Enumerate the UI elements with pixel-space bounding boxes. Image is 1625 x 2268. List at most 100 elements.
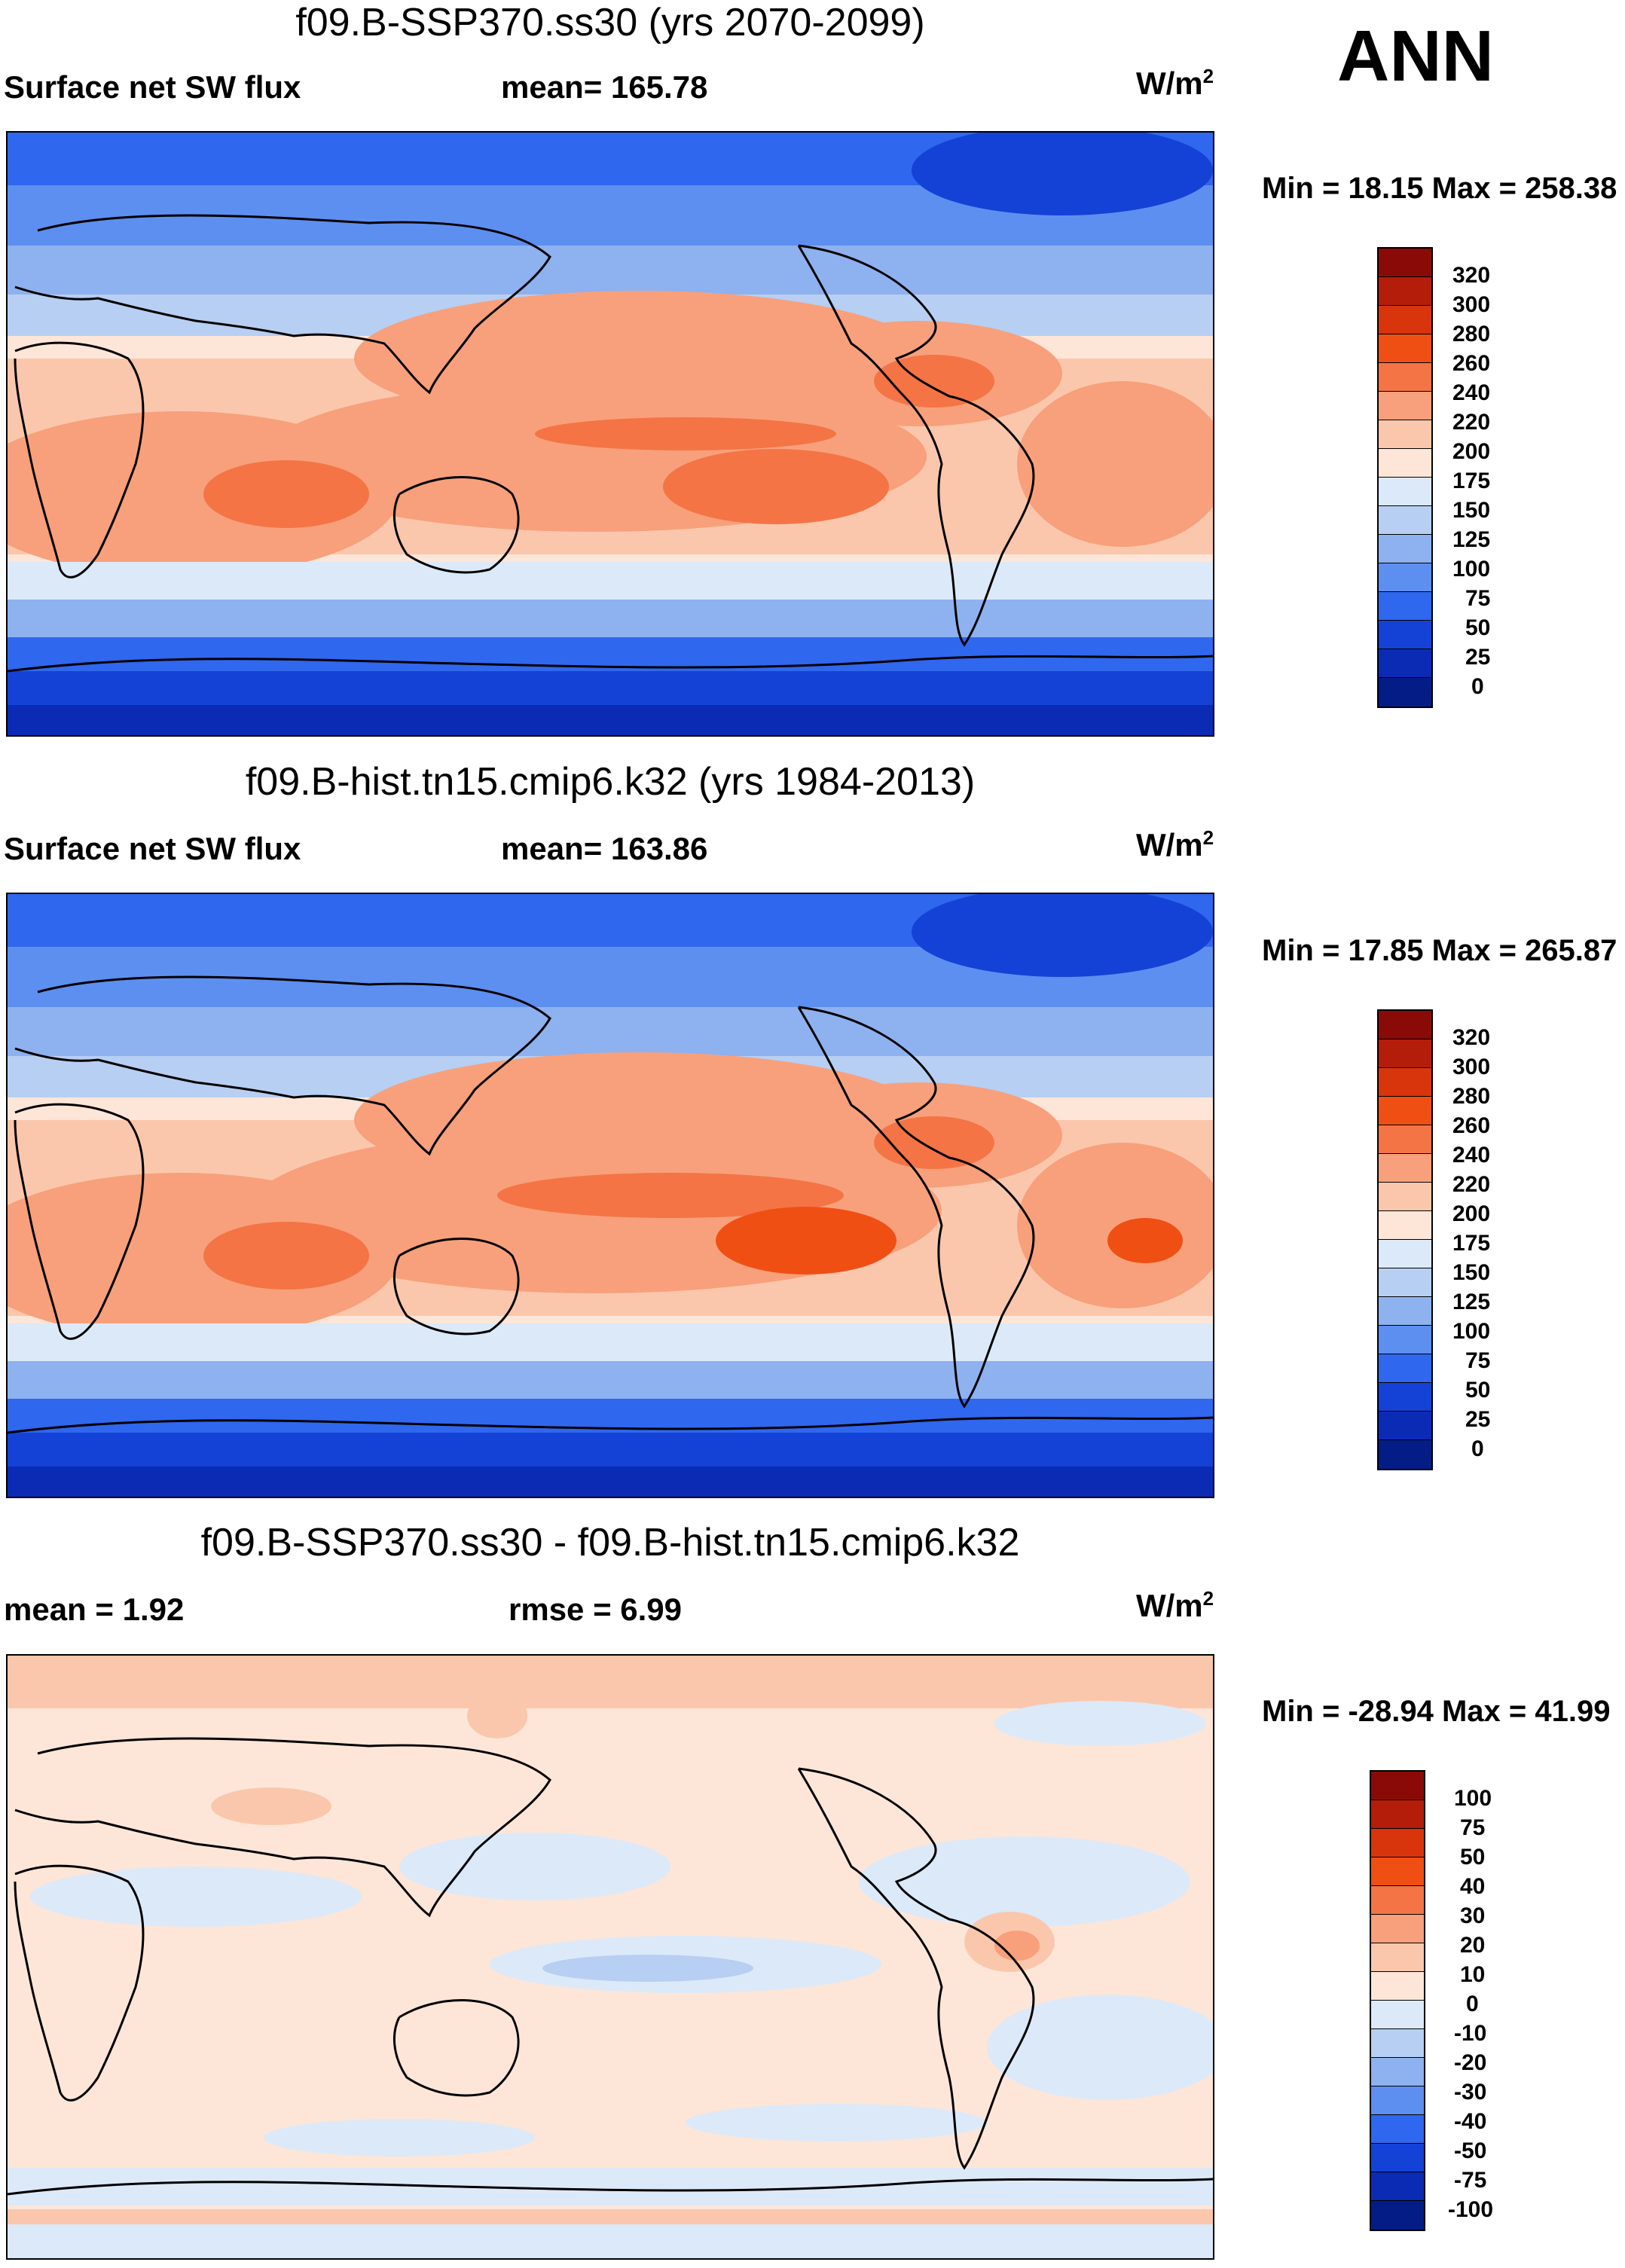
colorbar-swatch [1371, 1886, 1424, 1915]
colorbar-swatch [1371, 2144, 1424, 2172]
colorbar-label: 260 [1452, 351, 1491, 376]
colorbar-ctrl [1377, 1009, 1433, 1470]
colorbar-swatch [1379, 449, 1431, 478]
colorbar-label: 300 [1452, 292, 1491, 317]
colorbar-label: 240 [1452, 1143, 1491, 1168]
colorbar-label: 25 [1465, 645, 1491, 670]
colorbar-label: 0 [1471, 1436, 1484, 1461]
panel-minmax-test: Min = 18.15 Max = 258.38 [1262, 172, 1617, 205]
colorbar-label: 10 [1460, 1962, 1486, 1987]
colorbar-diff [1370, 1770, 1425, 2231]
colorbar-swatch [1379, 592, 1431, 621]
colorbar-swatch [1371, 1972, 1424, 2001]
colorbar-swatch [1371, 2086, 1424, 2115]
colorbar-swatch [1379, 1240, 1431, 1268]
colorbar-swatch [1371, 2001, 1424, 2029]
colorbar-swatch [1379, 1011, 1431, 1039]
colorbar-label: 25 [1465, 1407, 1491, 1432]
colorbar-label: 200 [1452, 1201, 1491, 1226]
colorbar-label: -10 [1454, 2021, 1487, 2046]
colorbar-label: -50 [1454, 2138, 1487, 2163]
panel-minmax-diff: Min = -28.94 Max = 41.99 [1262, 1695, 1611, 1728]
colorbar-label: 20 [1460, 1933, 1486, 1958]
colorbar-label: 30 [1460, 1903, 1486, 1928]
colorbar-swatch [1379, 1326, 1431, 1354]
panel-mean-label-ctrl: mean= 163.86 [501, 831, 708, 866]
colorbar-label: 50 [1460, 1845, 1486, 1870]
colorbar-test [1377, 247, 1433, 708]
colorbar-swatch [1379, 1154, 1431, 1183]
map-diff-field [8, 1656, 1213, 2258]
colorbar-label: 175 [1452, 1231, 1491, 1256]
map-test-field [8, 133, 1213, 735]
colorbar-label: 260 [1452, 1113, 1491, 1138]
colorbar-swatch [1371, 2058, 1424, 2086]
colorbar-label: 75 [1465, 586, 1491, 611]
colorbar-swatch [1379, 1354, 1431, 1383]
colorbar-swatch [1379, 363, 1431, 392]
colorbar-label: 150 [1452, 498, 1491, 523]
panel-units-diff: W/m2 [1136, 1587, 1214, 1623]
colorbar-label: -30 [1454, 2080, 1487, 2105]
colorbar-swatch [1379, 621, 1431, 649]
colorbar-label: 240 [1452, 380, 1491, 405]
colorbar-swatch [1379, 478, 1431, 506]
panel-title-test: f09.B-SSP370.ss30 (yrs 2070-2099) [295, 1, 925, 44]
colorbar-swatch [1371, 1857, 1424, 1886]
colorbar-label: 50 [1465, 615, 1491, 640]
colorbar-label: 125 [1452, 1290, 1491, 1314]
colorbar-label: 150 [1452, 1260, 1491, 1285]
colorbar-swatch [1371, 2201, 1424, 2230]
colorbar-swatch [1379, 1097, 1431, 1125]
panel-rmse-label-diff: rmse = 6.99 [509, 1592, 683, 1627]
colorbar-label: 200 [1452, 439, 1491, 464]
panel-mean-label-diff: mean = 1.92 [4, 1592, 185, 1627]
colorbar-swatch [1379, 1383, 1431, 1412]
colorbar-swatch [1379, 678, 1431, 707]
panel-variable-label-ctrl: Surface net SW flux [4, 831, 301, 866]
colorbar-swatch [1379, 392, 1431, 420]
colorbar-label: 125 [1452, 527, 1491, 552]
colorbar-label: -20 [1454, 2050, 1487, 2075]
colorbar-swatch [1379, 1125, 1431, 1154]
colorbar-swatch [1379, 249, 1431, 277]
colorbar-label: 75 [1460, 1815, 1486, 1840]
colorbar-swatch [1371, 2172, 1424, 2201]
season-label: ANN [1337, 16, 1494, 96]
panel-units-ctrl: W/m2 [1136, 826, 1214, 862]
colorbar-swatch [1371, 1915, 1424, 1943]
colorbar-label: -75 [1454, 2168, 1487, 2193]
panel-title-diff: f09.B-SSP370.ss30 - f09.B-hist.tn15.cmip… [200, 1521, 1020, 1564]
colorbar-label: 100 [1452, 557, 1491, 581]
colorbar-label: 300 [1452, 1055, 1491, 1079]
colorbar-label: -40 [1454, 2109, 1487, 2134]
map-test [6, 131, 1214, 737]
colorbar-swatch [1379, 1268, 1431, 1297]
colorbar-swatch [1379, 649, 1431, 678]
map-diff [6, 1654, 1214, 2260]
colorbar-swatch [1379, 306, 1431, 334]
colorbar-swatch [1371, 1800, 1424, 1829]
panel-units-test: W/m2 [1136, 65, 1214, 101]
colorbar-swatch [1371, 2029, 1424, 2058]
colorbar-swatch [1379, 277, 1431, 306]
colorbar-swatch [1379, 1183, 1431, 1211]
colorbar-swatch [1371, 1943, 1424, 1972]
colorbar-swatch [1371, 1772, 1424, 1800]
colorbar-label: 320 [1452, 263, 1491, 288]
colorbar-swatch [1379, 1211, 1431, 1240]
colorbar-label: 0 [1466, 1992, 1479, 2016]
colorbar-label: -100 [1448, 2197, 1494, 2222]
colorbar-swatch [1379, 506, 1431, 535]
panel-title-ctrl: f09.B-hist.tn15.cmip6.k32 (yrs 1984-2013… [245, 760, 976, 804]
colorbar-swatch [1379, 1297, 1431, 1326]
colorbar-swatch [1379, 334, 1431, 363]
colorbar-swatch [1371, 2115, 1424, 2144]
map-ctrl [6, 893, 1214, 1498]
panel-mean-label-test: mean= 165.78 [501, 69, 708, 105]
colorbar-swatch [1379, 535, 1431, 563]
panel-minmax-ctrl: Min = 17.85 Max = 265.87 [1262, 934, 1617, 967]
colorbar-label: 100 [1452, 1319, 1491, 1344]
map-ctrl-field [8, 894, 1213, 1497]
colorbar-swatch [1379, 420, 1431, 449]
